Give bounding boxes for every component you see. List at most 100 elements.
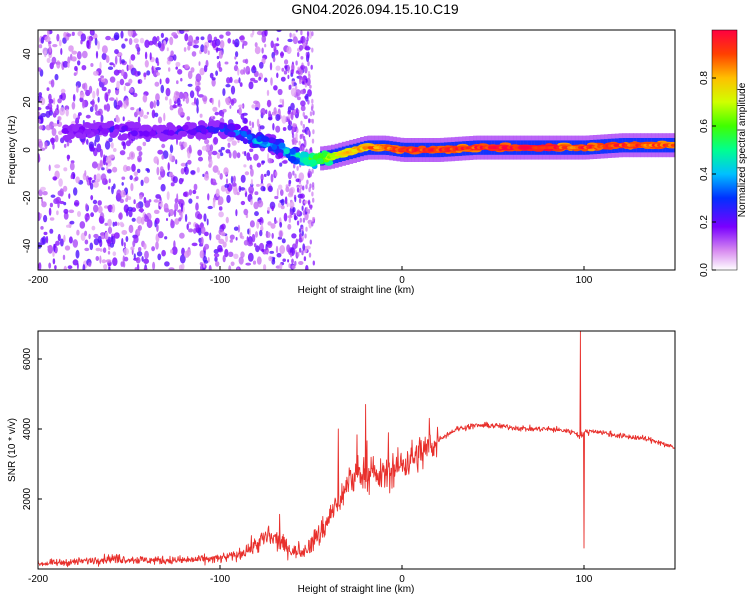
- ridge-blob: [67, 125, 73, 132]
- noise-blob: [196, 105, 199, 114]
- noise-blob: [307, 61, 310, 67]
- noise-blob: [285, 186, 290, 193]
- noise-blob: [72, 113, 77, 120]
- noise-blob: [122, 141, 126, 150]
- ridge-blob: [256, 136, 263, 143]
- noise-blob: [171, 246, 178, 256]
- noise-blob: [100, 114, 104, 123]
- noise-blob: [189, 90, 195, 99]
- noise-blob: [165, 87, 171, 97]
- noise-blob: [187, 159, 192, 165]
- noise-blob: [289, 120, 292, 126]
- noise-blob: [238, 77, 241, 84]
- noise-blob: [235, 51, 239, 58]
- noise-blob: [97, 200, 102, 206]
- noise-blob: [56, 210, 59, 216]
- noise-blob: [84, 239, 89, 245]
- noise-blob: [296, 165, 299, 171]
- noise-blob: [267, 206, 271, 211]
- noise-blob: [180, 144, 184, 151]
- noise-blob: [245, 65, 251, 75]
- noise-blob: [295, 132, 298, 140]
- noise-blob: [46, 87, 50, 91]
- noise-blob: [307, 99, 310, 105]
- ridge-blob: [108, 120, 115, 127]
- noise-blob: [135, 202, 140, 209]
- noise-blob: [128, 224, 134, 234]
- noise-blob: [201, 145, 207, 151]
- ridge-blob: [283, 148, 290, 155]
- noise-blob: [109, 62, 114, 66]
- noise-blob: [263, 173, 267, 177]
- noise-blob: [60, 48, 63, 55]
- noise-blob: [89, 176, 92, 186]
- noise-blob: [80, 33, 87, 42]
- noise-blob: [160, 84, 165, 94]
- noise-blob: [290, 87, 297, 97]
- noise-blob: [258, 76, 262, 81]
- noise-blob: [287, 38, 293, 43]
- ridge-blob: [299, 152, 307, 159]
- noise-blob: [158, 205, 161, 210]
- noise-blob: [226, 77, 231, 84]
- noise-blob: [54, 134, 59, 143]
- noise-blob: [264, 30, 268, 37]
- noise-blob: [104, 105, 107, 111]
- noise-blob: [186, 223, 189, 230]
- noise-blob: [56, 104, 59, 111]
- noise-blob: [107, 186, 111, 190]
- colorbar: 0.0 0.2 0.4 0.6 0.8 Normalized spectral ampl…: [699, 29, 748, 277]
- noise-blob: [252, 64, 256, 71]
- noise-blob: [301, 226, 304, 232]
- noise-blob: [49, 217, 55, 221]
- noise-blob: [213, 253, 220, 258]
- noise-blob: [172, 104, 178, 109]
- ridge-blob: [246, 134, 253, 141]
- noise-blob: [228, 251, 234, 257]
- noise-blob: [269, 62, 273, 71]
- noise-blob: [100, 78, 106, 83]
- noise-blob: [155, 241, 159, 250]
- noise-blob: [72, 239, 79, 248]
- noise-blob: [160, 166, 164, 172]
- noise-blob: [107, 250, 111, 255]
- noise-blob: [264, 43, 267, 48]
- noise-blob: [183, 141, 188, 148]
- noise-blob: [119, 150, 126, 156]
- noise-blob: [193, 39, 199, 44]
- y-tick-label: -40: [22, 238, 33, 253]
- noise-blob: [75, 176, 80, 184]
- noise-blob: [129, 151, 135, 160]
- noise-blob: [47, 30, 50, 37]
- noise-blob: [97, 96, 100, 103]
- noise-blob: [72, 94, 76, 102]
- snr-panel: -200 -100 0 100 2000 4000 6000 Height of stra…: [7, 330, 676, 595]
- noise-blob: [219, 34, 224, 39]
- colorbar-tick-label: 0.6: [699, 119, 710, 133]
- noise-blob: [284, 59, 289, 65]
- noise-blob: [230, 85, 236, 95]
- noise-blob: [276, 37, 279, 42]
- noise-blob: [311, 221, 314, 227]
- noise-blob: [58, 130, 63, 135]
- ridge-blob: [113, 129, 120, 135]
- noise-blob: [270, 173, 274, 183]
- noise-blob: [187, 221, 192, 225]
- noise-blob: [311, 103, 314, 109]
- colorbar-gradient: [711, 29, 738, 271]
- noise-blob: [99, 255, 102, 264]
- noise-blob: [304, 66, 308, 74]
- noise-blob: [249, 120, 252, 127]
- noise-blob: [232, 39, 235, 45]
- noise-blob: [271, 205, 274, 212]
- noise-blob: [105, 155, 112, 164]
- noise-blob: [267, 157, 273, 164]
- colorbar-tick-label: 0.0: [699, 263, 710, 277]
- noise-blob: [256, 256, 262, 265]
- noise-blob: [226, 137, 233, 142]
- noise-blob: [142, 141, 147, 147]
- noise-blob: [200, 226, 206, 234]
- noise-blob: [118, 212, 123, 220]
- noise-blob: [308, 187, 311, 193]
